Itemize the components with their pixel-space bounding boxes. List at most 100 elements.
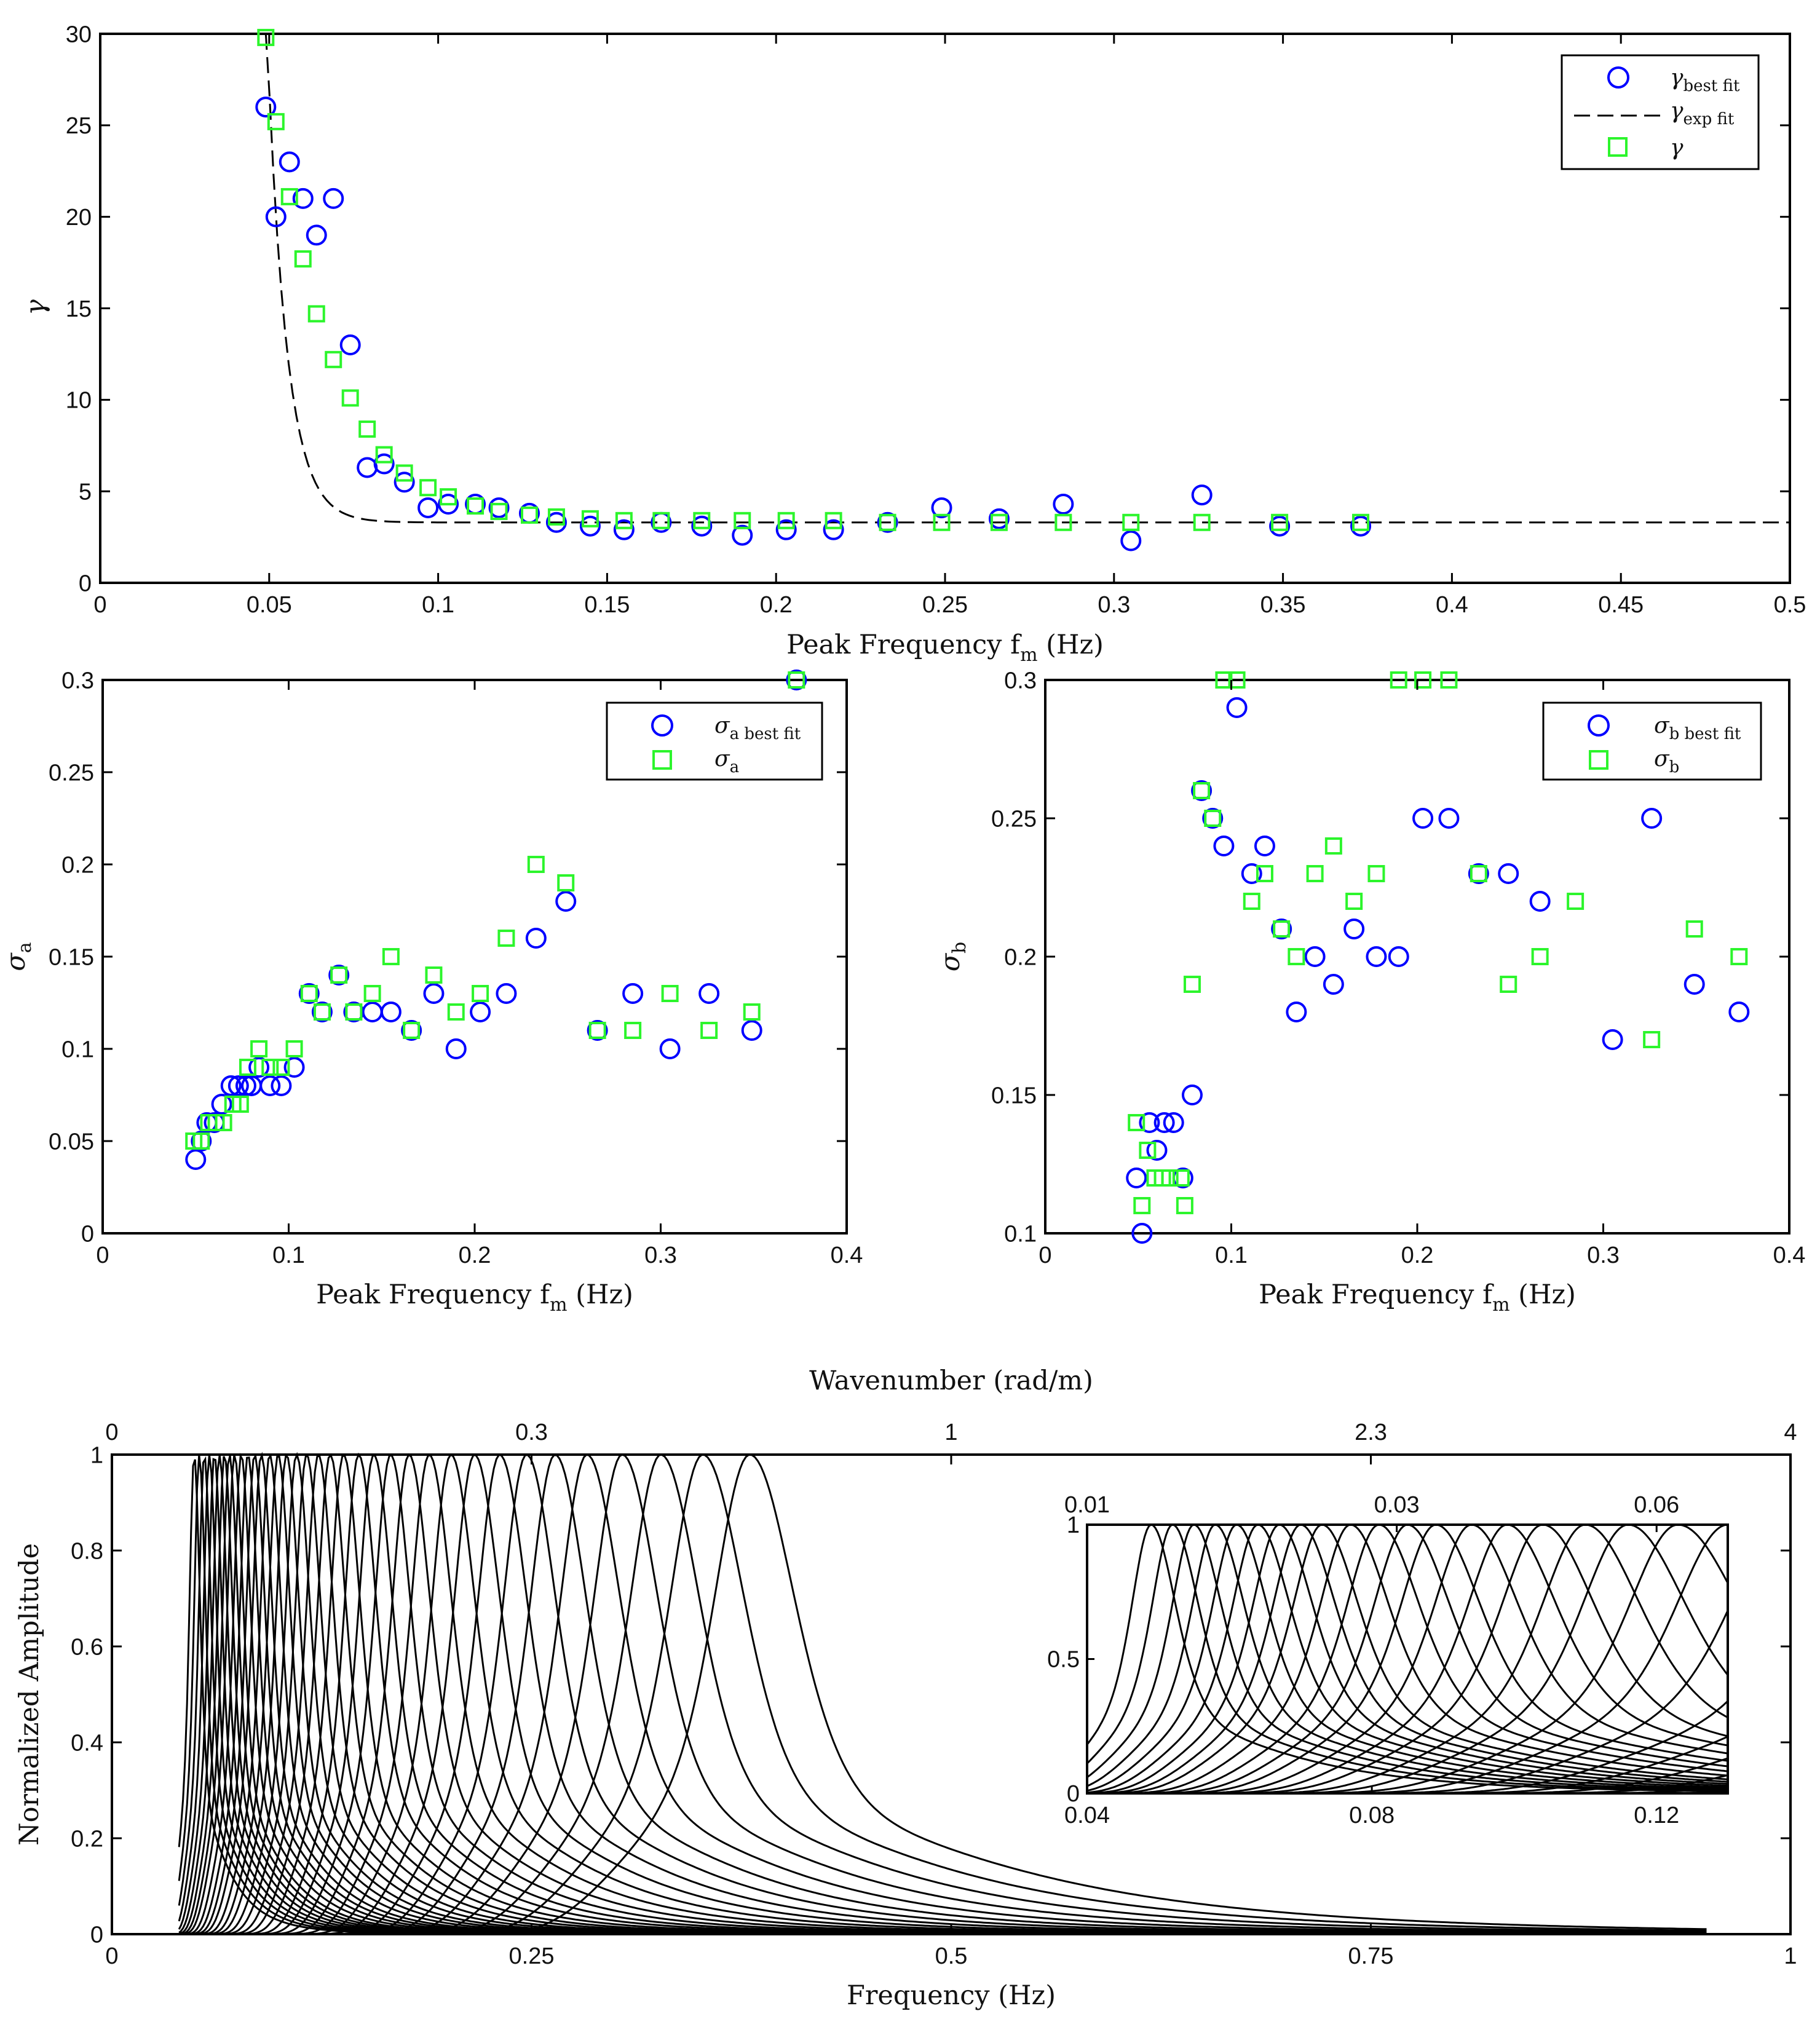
inset-y-tick-label: 1 <box>1067 1512 1080 1538</box>
x-tick-label: 0.25 <box>509 1943 555 1969</box>
square-point <box>192 1132 210 1150</box>
y-tick-label: 0.05 <box>49 1129 94 1155</box>
circle-point <box>292 188 314 209</box>
circle-point <box>1139 1112 1160 1133</box>
x-tick-label: 0 <box>96 1243 109 1268</box>
circle-point <box>423 983 445 1004</box>
inset-spectrum-curve <box>1087 1523 1728 1795</box>
y-tick-label: 0.2 <box>71 1826 103 1852</box>
square-point <box>527 856 545 873</box>
square-point <box>734 512 751 529</box>
square-point <box>557 874 575 891</box>
square-point <box>1367 865 1385 882</box>
square-point <box>325 350 342 368</box>
square-point <box>250 1040 268 1057</box>
legend-label-sigma-b: σb <box>1654 746 1679 776</box>
circle-point <box>691 515 713 537</box>
legend-marker-sigma-a <box>652 750 672 770</box>
legend-marker-sigma-b-best-fit <box>1588 714 1610 737</box>
square-point <box>990 513 1008 531</box>
x-tick-label: 0.2 <box>760 592 793 618</box>
square-point <box>294 250 312 268</box>
circle-point <box>1343 919 1365 939</box>
circle-point <box>587 1020 608 1041</box>
circle-point <box>659 1038 681 1059</box>
spectrum-curve <box>179 1453 1707 1935</box>
square-point <box>1306 865 1324 882</box>
square-point <box>1183 976 1201 993</box>
gamma-y-axis-label: γ <box>20 299 51 315</box>
inset-x-tick-label: 0.12 <box>1634 1803 1679 1828</box>
square-point <box>261 1059 279 1076</box>
circle-point <box>259 1075 281 1096</box>
x-tick-label: 0 <box>93 592 106 618</box>
y-tick-label: 1 <box>90 1442 103 1468</box>
square-point <box>440 488 457 506</box>
legend-label-sigma-a-best-fit: σa best fit <box>714 713 801 743</box>
gamma-data-marks <box>255 28 1790 551</box>
circle-point <box>228 1075 249 1096</box>
circle-point <box>622 983 644 1004</box>
legend-marker-sigma-a-best-fit <box>651 714 673 737</box>
inset-spectrum-curve <box>1087 1523 1728 1795</box>
square-point <box>419 479 437 497</box>
circle-point <box>328 965 350 986</box>
sigma-a-y-axis-label: σa <box>1 942 36 971</box>
circle-point <box>1323 974 1344 995</box>
x-tick-label: 0.35 <box>1260 592 1306 618</box>
circle-point <box>380 1002 402 1022</box>
sigma-b-legend-box <box>1542 701 1762 781</box>
square-point <box>879 513 896 531</box>
circle-point <box>823 519 844 540</box>
sigma-a-legend: σa best fit σa <box>606 701 823 781</box>
circle-point <box>255 97 277 118</box>
square-point <box>652 512 670 529</box>
circle-point <box>1366 946 1387 967</box>
square-point <box>1193 782 1211 799</box>
square-point <box>1193 513 1211 531</box>
x-tick-label: 1 <box>1784 1943 1797 1969</box>
square-point <box>257 28 275 46</box>
inset-y-tick-label: 0 <box>1067 1781 1080 1807</box>
inset-top-x-tick-label: 0.06 <box>1634 1492 1679 1518</box>
circle-point <box>1241 863 1262 884</box>
sigma-a-legend-box <box>606 701 823 781</box>
circle-point <box>931 497 952 518</box>
circle-point <box>339 334 361 356</box>
legend-marker-sigma-b <box>1589 750 1608 770</box>
legend-label-gamma-best-fit: γbest fit <box>1670 65 1740 95</box>
square-point <box>1345 893 1363 910</box>
y-tick-label: 0.1 <box>61 1037 94 1062</box>
y-tick-label: 0.25 <box>49 760 94 786</box>
square-point <box>1531 948 1549 965</box>
square-point <box>1273 920 1291 938</box>
square-point <box>1324 837 1342 855</box>
square-point <box>345 1003 363 1021</box>
square-point <box>1176 1197 1193 1214</box>
sigma-a-chart: 0 0.1 0.2 0.3 0.4 0 0.05 0.1 0.15 0.2 0.25 0.3 Peak… <box>1 668 863 1316</box>
circle-point <box>211 1094 232 1115</box>
circle-point <box>545 512 567 533</box>
square-point <box>1172 1169 1190 1187</box>
square-point <box>497 930 515 947</box>
square-point <box>447 1003 465 1021</box>
y-tick-label: 10 <box>66 388 92 414</box>
sigma-b-data-marks <box>1126 671 1750 1244</box>
square-point <box>1204 810 1222 827</box>
inset-spectrum-curve <box>1086 1523 1728 1794</box>
circle-point <box>1304 946 1326 967</box>
sigma-a-x-axis-label: Peak Frequency fm (Hz) <box>316 1279 633 1316</box>
circle-point <box>1350 515 1372 537</box>
square-point <box>467 497 485 515</box>
legend-marker-gamma-best-fit <box>1607 66 1629 89</box>
circle-point <box>555 891 577 912</box>
square-point <box>307 305 325 323</box>
square-point <box>375 446 393 464</box>
x-tick-label: 0 <box>105 1943 118 1969</box>
legend-label-gamma-exp-fit: γexp fit <box>1670 98 1735 128</box>
x-tick-label: 0.4 <box>1773 1243 1806 1268</box>
square-point <box>1271 513 1289 531</box>
circle-point <box>741 1020 762 1041</box>
circle-point <box>306 224 327 246</box>
